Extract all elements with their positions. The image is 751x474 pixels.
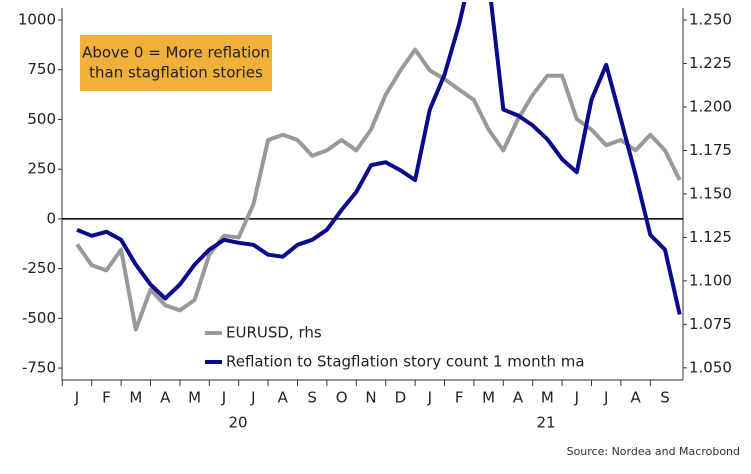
y2-tick-label: 1.225 bbox=[689, 54, 732, 72]
x-tick-label: J bbox=[250, 389, 255, 407]
y2-tick-label: 1.250 bbox=[689, 11, 732, 29]
x-tick-label: M bbox=[541, 389, 554, 407]
x-tick-label: O bbox=[336, 389, 348, 407]
annotation-line: Above 0 = More reflation bbox=[82, 44, 270, 62]
x-tick-label: D bbox=[395, 389, 407, 407]
y2-tick-label: 1.150 bbox=[689, 184, 732, 202]
series-line bbox=[75, 47, 682, 332]
series-line bbox=[76, 2, 682, 315]
y-tick-label: 1000 bbox=[18, 11, 56, 29]
x-tick-label: J bbox=[221, 389, 226, 407]
x-tick-label: N bbox=[365, 389, 376, 407]
y2-tick-label: 1.050 bbox=[689, 358, 732, 376]
x-tick-label: J bbox=[74, 389, 79, 407]
y2-tick-label: 1.125 bbox=[689, 228, 732, 246]
x-tick-label: M bbox=[188, 389, 201, 407]
annotation-box bbox=[80, 35, 272, 91]
x-tick-label: M bbox=[482, 389, 495, 407]
year-label: 21 bbox=[536, 414, 555, 432]
y-tick-label: 750 bbox=[27, 60, 56, 78]
y2-tick-label: 1.175 bbox=[689, 141, 732, 159]
legend-label: EURUSD, rhs bbox=[226, 324, 322, 342]
x-tick-label: M bbox=[129, 389, 142, 407]
x-tick-label: J bbox=[603, 389, 608, 407]
x-tick-label: F bbox=[102, 389, 111, 407]
year-label: 20 bbox=[228, 414, 247, 432]
y-tick-label: -500 bbox=[22, 309, 56, 327]
y2-tick-label: 1.075 bbox=[689, 315, 732, 333]
x-tick-label: S bbox=[307, 389, 317, 407]
y-tick-label: -750 bbox=[22, 359, 56, 377]
x-tick-label: S bbox=[660, 389, 670, 407]
x-tick-label: A bbox=[278, 389, 289, 407]
y-tick-label: 500 bbox=[27, 110, 56, 128]
plot-lines bbox=[75, 2, 682, 332]
x-tick-label: J bbox=[427, 389, 432, 407]
x-tick-label: A bbox=[630, 389, 641, 407]
y2-tick-label: 1.200 bbox=[689, 97, 732, 115]
y-tick-label: -250 bbox=[22, 259, 56, 277]
x-tick-label: A bbox=[513, 389, 524, 407]
legend-label: Reflation to Stagflation story count 1 m… bbox=[226, 353, 585, 371]
y-tick-label: 0 bbox=[46, 209, 56, 227]
x-tick-label: J bbox=[574, 389, 579, 407]
annotation-line: than stagflation stories bbox=[89, 64, 263, 82]
y2-tick-label: 1.100 bbox=[689, 271, 732, 289]
x-tick-label: F bbox=[455, 389, 464, 407]
x-tick-label: A bbox=[160, 389, 171, 407]
y-tick-label: 250 bbox=[27, 160, 56, 178]
source: Source: Nordea and Macrobond bbox=[567, 445, 740, 458]
